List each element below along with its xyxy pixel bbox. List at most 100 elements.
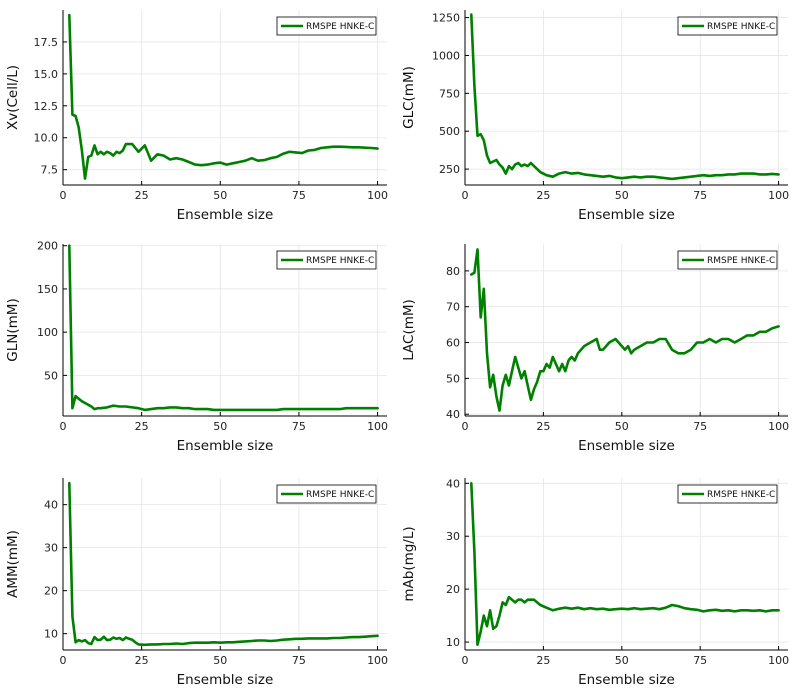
y-tick-label: 1000	[432, 49, 460, 62]
y-tick-label: 150	[37, 283, 58, 296]
legend-box	[276, 250, 377, 270]
x-tick-label: 0	[60, 189, 67, 202]
y-tick-label: 100	[37, 326, 58, 339]
y-axis-label: GLN(mM)	[5, 298, 21, 361]
x-tick-label: 75	[693, 654, 707, 667]
y-tick-label: 7.5	[41, 164, 59, 177]
x-axis-label: Ensemble size	[177, 438, 274, 454]
chart-panel-5: 0 25 50 75 100 10 20 30 40 Ensemble size AMM(mM) RM…	[5, 478, 388, 688]
x-tick-label: 25	[536, 654, 550, 667]
x-tick-label: 75	[292, 420, 306, 433]
legend-label: RMSPE HNKE-C	[306, 256, 374, 266]
y-tick-label: 40	[446, 408, 460, 421]
x-tick-label: 100	[768, 654, 789, 667]
legend-label: RMSPE HNKE-C	[306, 490, 374, 500]
y-tick-label: 20	[446, 583, 460, 596]
legend: RMSPE HNKE-C	[677, 16, 778, 36]
x-tick-label: 100	[367, 420, 388, 433]
y-tick-label: 50	[446, 372, 460, 385]
legend-label: RMSPE HNKE-C	[707, 22, 775, 32]
x-tick-label: 100	[367, 189, 388, 202]
y-tick-label: 10.0	[34, 132, 59, 145]
y-tick-label: 15.0	[34, 68, 59, 81]
x-tick-label: 25	[536, 420, 550, 433]
x-axis-label: Ensemble size	[578, 672, 675, 688]
x-axis-label: Ensemble size	[578, 207, 675, 223]
y-tick-label: 1250	[432, 12, 460, 25]
x-tick-label: 75	[292, 189, 306, 202]
y-tick-label: 80	[446, 265, 460, 278]
y-tick-label: 40	[44, 499, 58, 512]
y-axis-label: GLC(mM)	[401, 66, 417, 129]
series-line	[68, 13, 379, 180]
x-axis-label: Ensemble size	[578, 438, 675, 454]
chart-panel-2: 0 25 50 75 100 250 500 750 1000 1250 Ensemble size…	[401, 10, 789, 223]
y-tick-label: 12.5	[34, 100, 59, 113]
y-tick-label: 20	[44, 585, 58, 598]
series-line	[469, 481, 780, 647]
legend-box	[677, 250, 778, 270]
series-line	[469, 13, 780, 181]
x-tick-label: 25	[135, 420, 149, 433]
y-tick-label: 10	[44, 628, 58, 641]
x-tick-label: 0	[60, 420, 67, 433]
y-tick-label: 250	[439, 163, 460, 176]
chart-panel-6: 0 25 50 75 100 10 20 30 40 Ensemble size mAb(mg/L)…	[401, 477, 789, 688]
legend: RMSPE HNKE-C	[276, 484, 377, 504]
x-tick-label: 50	[213, 189, 227, 202]
legend-box	[677, 484, 778, 504]
legend-box	[276, 16, 377, 36]
y-tick-label: 30	[446, 530, 460, 543]
series-line	[68, 244, 379, 412]
y-axis-label: mAb(mg/L)	[401, 526, 417, 601]
x-tick-label: 75	[693, 189, 707, 202]
x-axis-label: Ensemble size	[177, 207, 274, 223]
x-tick-label: 50	[213, 420, 227, 433]
y-tick-label: 40	[446, 477, 460, 490]
y-axis-label: LAC(mM)	[401, 299, 417, 361]
legend-label: RMSPE HNKE-C	[707, 256, 775, 266]
x-tick-label: 100	[367, 654, 388, 667]
series-line	[68, 481, 379, 647]
legend-box	[677, 16, 778, 36]
y-tick-label: 10	[446, 636, 460, 649]
legend-label: RMSPE HNKE-C	[707, 490, 775, 500]
y-tick-label: 50	[44, 369, 58, 382]
x-tick-label: 100	[768, 420, 789, 433]
y-tick-label: 70	[446, 301, 460, 314]
legend: RMSPE HNKE-C	[677, 250, 778, 270]
y-tick-label: 30	[44, 542, 58, 555]
x-tick-label: 75	[292, 654, 306, 667]
chart-panel-1: 0 25 50 75 100 7.5 10.0 12.5 15.0 17.5 Ensemble si…	[5, 10, 388, 223]
y-axis-label: AMM(mM)	[5, 530, 21, 598]
x-tick-label: 0	[60, 654, 67, 667]
series-line	[469, 248, 780, 412]
x-tick-label: 0	[462, 654, 469, 667]
x-tick-label: 0	[462, 189, 469, 202]
legend: RMSPE HNKE-C	[677, 484, 778, 504]
x-tick-label: 25	[135, 654, 149, 667]
y-axis-label: Xv(Cell/L)	[5, 65, 21, 130]
x-tick-label: 0	[462, 420, 469, 433]
y-tick-label: 17.5	[34, 36, 59, 49]
y-tick-label: 500	[439, 125, 460, 138]
legend-box	[276, 484, 377, 504]
x-tick-label: 25	[536, 189, 550, 202]
x-tick-label: 75	[693, 420, 707, 433]
legend: RMSPE HNKE-C	[276, 250, 377, 270]
legend: RMSPE HNKE-C	[276, 16, 377, 36]
x-tick-label: 25	[135, 189, 149, 202]
x-tick-label: 100	[768, 189, 789, 202]
x-tick-label: 50	[615, 654, 629, 667]
x-axis-label: Ensemble size	[177, 672, 274, 688]
y-tick-label: 750	[439, 87, 460, 100]
chart-panel-3: 0 25 50 75 100 50 100 150 200 Ensemble size GLN(mM…	[5, 240, 388, 454]
x-tick-label: 50	[615, 420, 629, 433]
y-tick-label: 60	[446, 337, 460, 350]
y-tick-label: 200	[37, 240, 58, 253]
x-tick-label: 50	[615, 189, 629, 202]
legend-label: RMSPE HNKE-C	[306, 22, 374, 32]
chart-panel-4: 0 25 50 75 100 40 50 60 70 80 Ensemble size LAC(mM)…	[401, 244, 789, 454]
x-tick-label: 50	[213, 654, 227, 667]
